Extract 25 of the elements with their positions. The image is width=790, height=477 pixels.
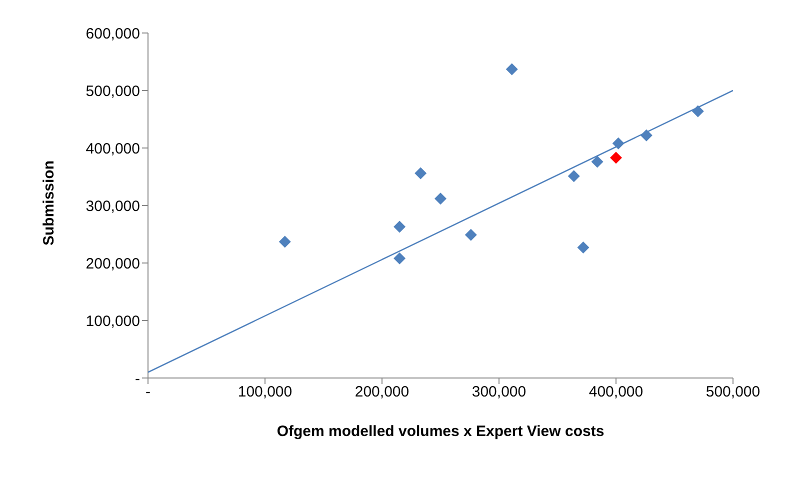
y-tick-label: 300,000 [86, 198, 140, 215]
y-tick-label: 200,000 [86, 255, 140, 272]
point [394, 220, 406, 233]
point [434, 192, 446, 205]
y-tick-label: 500,000 [86, 82, 140, 100]
y-axis-title: Submission [40, 160, 58, 246]
y-tick-label: - [135, 370, 140, 388]
point [414, 167, 427, 180]
x-axis-title: Ofgem modelled volumes x Expert View costs [276, 423, 604, 440]
point [394, 252, 406, 264]
x-tick-label: 100,000 [238, 384, 292, 401]
y-tick-label: 100,000 [86, 312, 140, 330]
x-tick-label: 500,000 [706, 384, 760, 401]
point [506, 63, 518, 76]
point [278, 236, 291, 248]
x-tick-label: 200,000 [354, 384, 410, 401]
point [591, 156, 604, 168]
point [577, 241, 590, 254]
point [568, 170, 580, 182]
point [464, 228, 477, 241]
x-tick-label: 400,000 [588, 384, 644, 401]
point [610, 152, 622, 164]
y-tick-label: 400,000 [86, 140, 140, 158]
y-tick-label: 600,000 [86, 25, 140, 42]
x-tick-label: 300,000 [472, 384, 526, 401]
